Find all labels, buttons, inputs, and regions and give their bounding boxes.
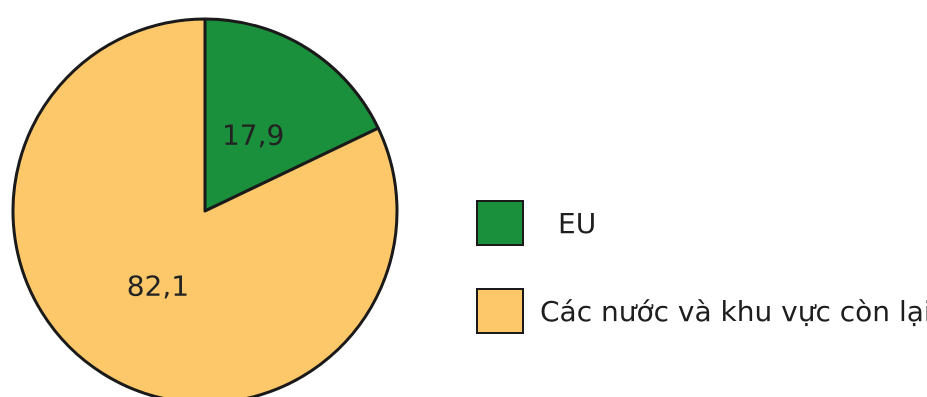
slice-value-label-others: 82,1 [127, 270, 189, 303]
legend-swatch-eu [476, 200, 524, 246]
slice-value-label-eu: 17,9 [222, 119, 284, 152]
legend-label-others: Các nước và khu vực còn lại [540, 295, 927, 328]
legend-label-eu: EU [558, 207, 597, 240]
pie-slice-eu [203, 17, 380, 213]
pie-slice-others [11, 17, 399, 397]
legend-swatch-others [476, 288, 524, 334]
